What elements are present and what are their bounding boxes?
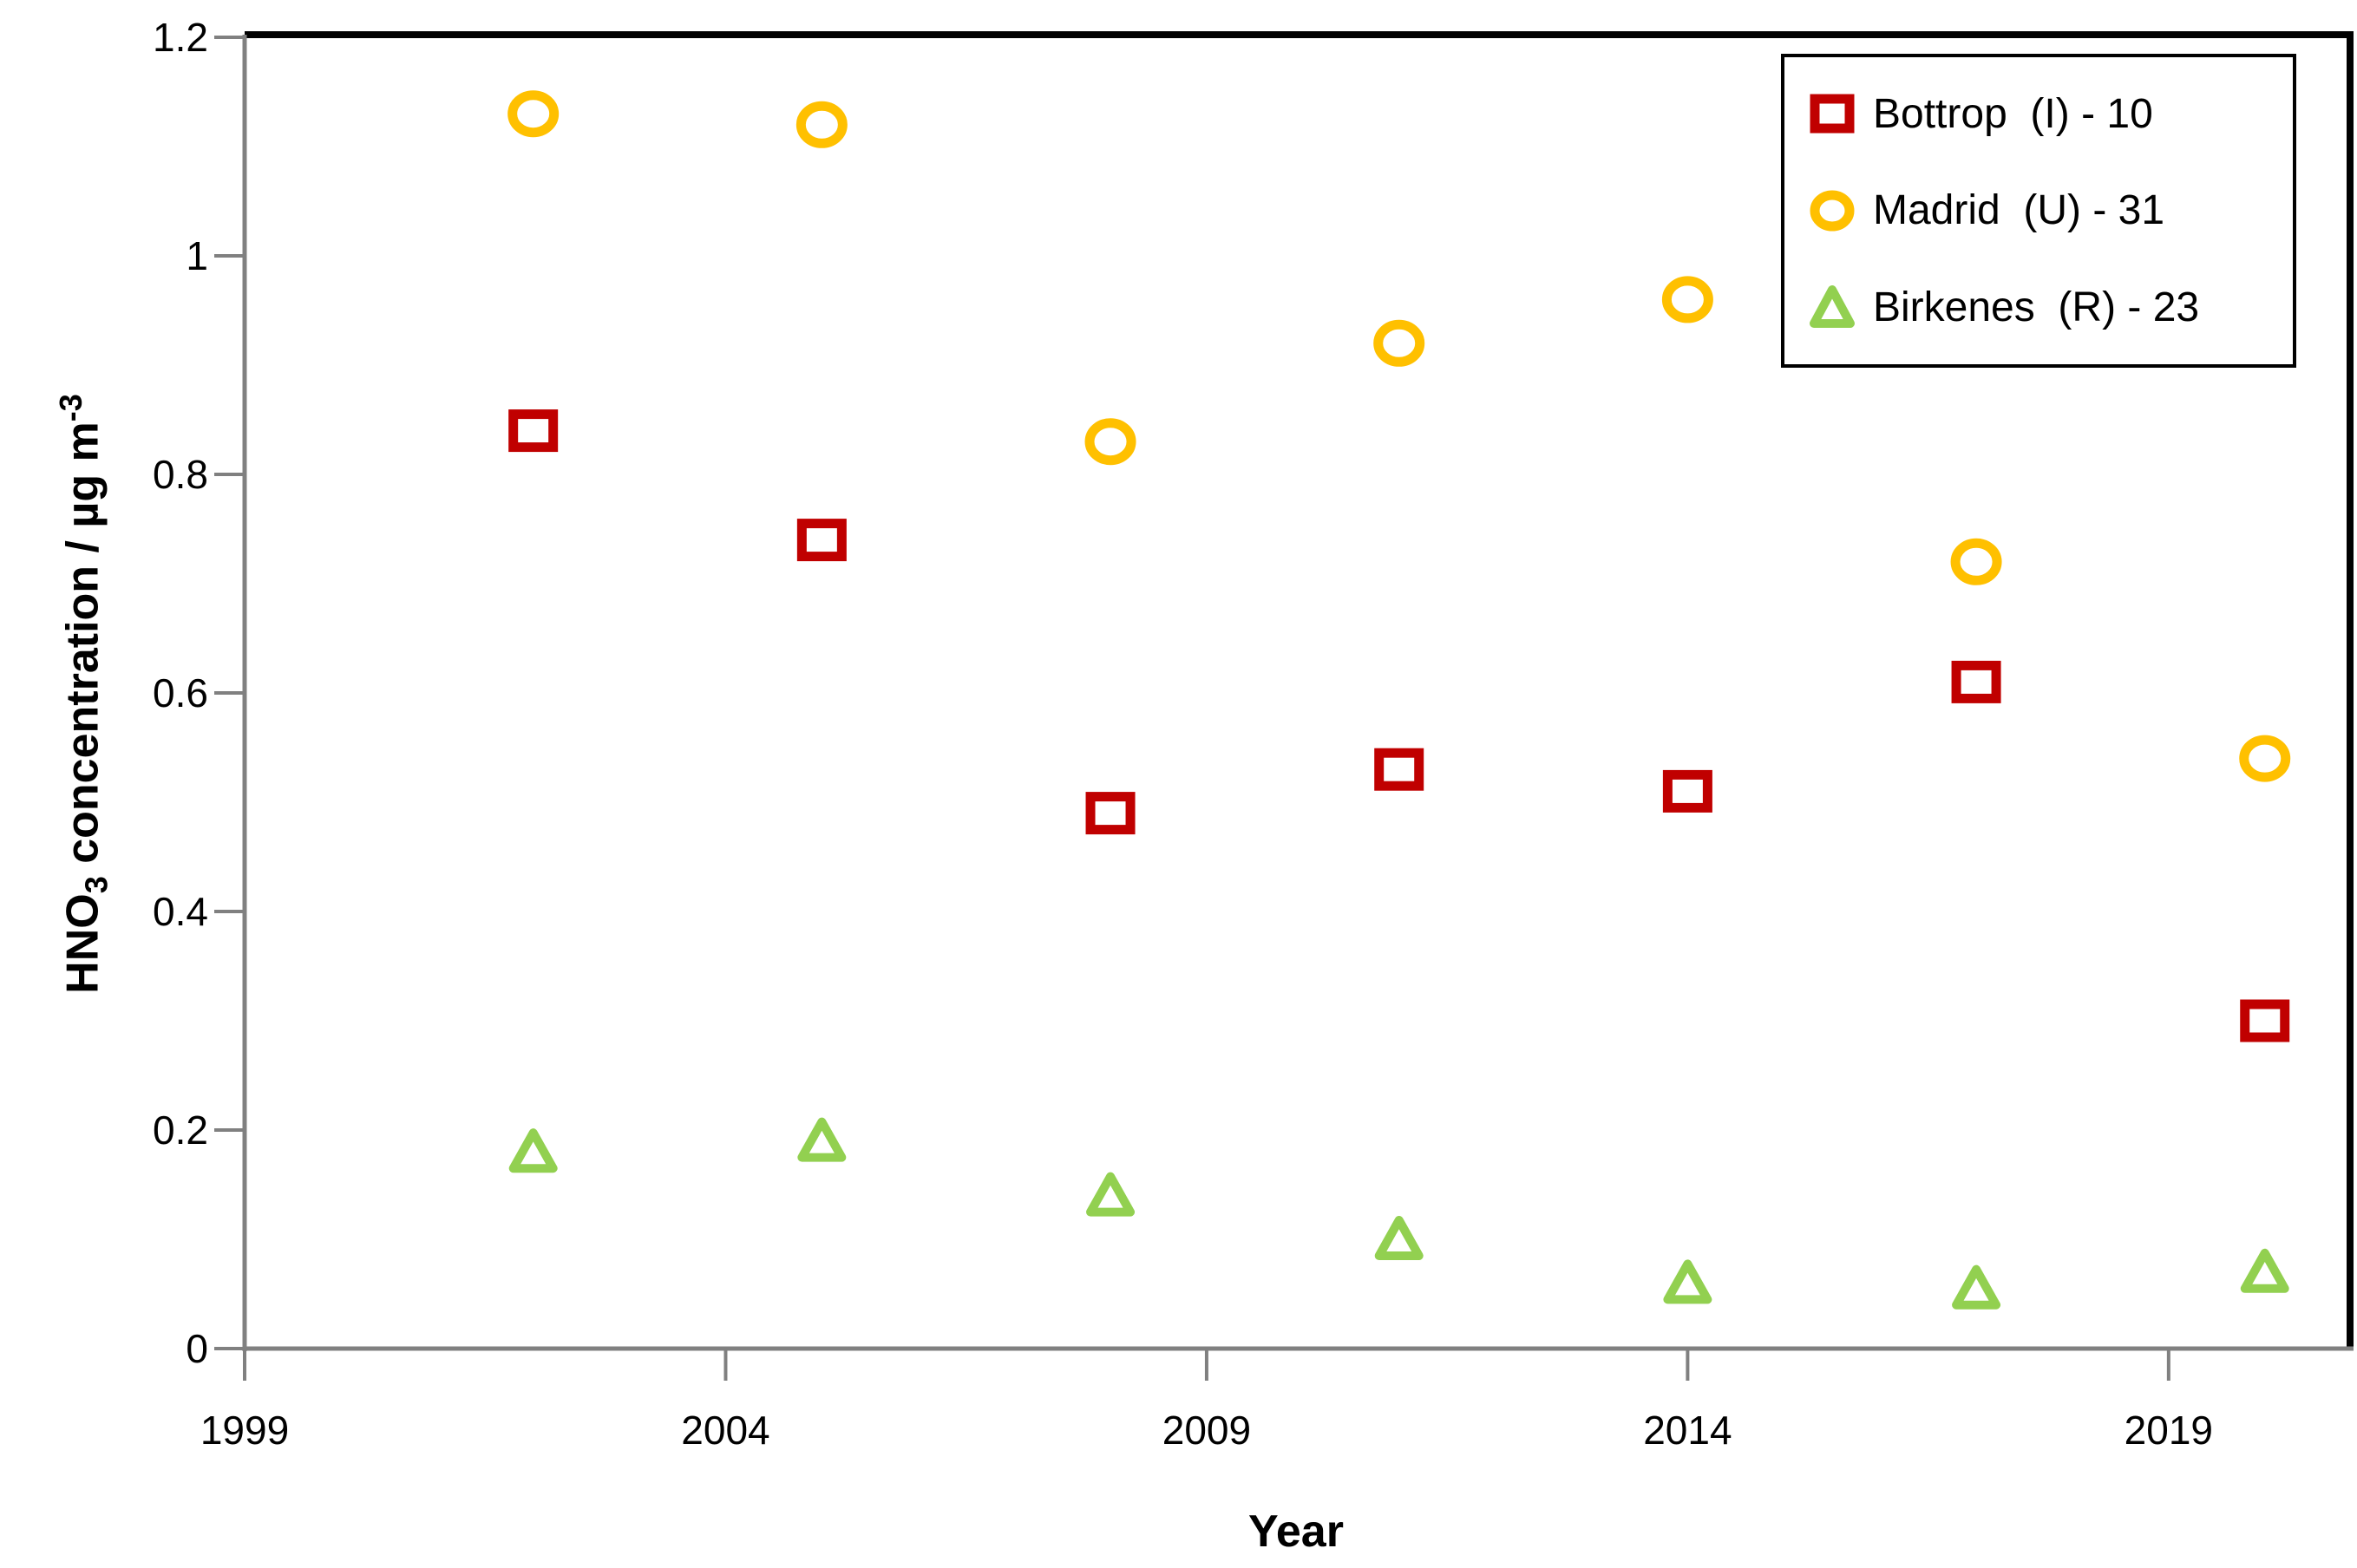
square-marker-icon — [1810, 94, 1855, 134]
data-point-bottrop-2005 — [796, 519, 847, 562]
x-axis-title: Year — [1248, 1506, 1344, 1557]
data-point-bottrop-2008 — [1085, 792, 1136, 835]
legend-label: Birkenes (R) - 23 — [1873, 284, 2200, 330]
data-point-birkenes-2017 — [1952, 1264, 2001, 1310]
y-axis-title: HNO3 concentration / µg m-3 — [53, 394, 115, 994]
data-point-madrid-2005 — [795, 101, 848, 148]
y-tick-label: 0.6 — [153, 670, 208, 715]
y-tick-label: 1 — [186, 233, 208, 278]
legend-entry-madrid: Madrid (U) - 31 — [1805, 184, 2284, 238]
triangle-marker-icon — [1810, 285, 1855, 329]
data-point-madrid-2014 — [1661, 276, 1713, 323]
data-point-madrid-2008 — [1084, 418, 1136, 466]
y-tick-label: 1.2 — [153, 15, 208, 60]
x-tick-label: 2004 — [681, 1408, 769, 1453]
data-point-birkenes-2020 — [2240, 1248, 2289, 1293]
y-tick-label: 0 — [186, 1326, 208, 1371]
circle-marker-icon — [1810, 190, 1855, 232]
data-point-bottrop-2002 — [508, 409, 559, 453]
data-point-madrid-2002 — [507, 90, 560, 138]
data-point-birkenes-2005 — [797, 1117, 847, 1162]
data-point-madrid-2011 — [1373, 319, 1425, 367]
legend-label: Madrid (U) - 31 — [1873, 187, 2165, 234]
x-tick-label: 2009 — [1162, 1408, 1251, 1453]
x-tick-label: 2019 — [2125, 1408, 2213, 1453]
legend-entry-birkenes: Birkenes (R) - 23 — [1805, 280, 2284, 334]
x-tick-label: 2014 — [1643, 1408, 1732, 1453]
legend: Bottrop (I) - 10 Madrid (U) - 31 Birkene… — [1781, 54, 2296, 368]
x-tick-label: 1999 — [200, 1408, 289, 1453]
y-tick-label: 0.8 — [153, 452, 208, 497]
data-point-madrid-2020 — [2239, 735, 2291, 782]
data-point-madrid-2017 — [1950, 538, 2002, 585]
data-point-birkenes-2011 — [1374, 1216, 1424, 1260]
legend-entry-bottrop: Bottrop (I) - 10 — [1805, 88, 2284, 141]
data-point-bottrop-2017 — [1951, 660, 2001, 703]
data-point-birkenes-2002 — [508, 1128, 558, 1173]
y-tick-label: 0.2 — [153, 1107, 208, 1153]
data-point-bottrop-2014 — [1662, 769, 1712, 813]
data-point-birkenes-2008 — [1086, 1172, 1136, 1217]
data-point-bottrop-2020 — [2240, 999, 2290, 1042]
data-point-birkenes-2014 — [1663, 1259, 1712, 1304]
y-tick-label: 0.4 — [153, 889, 208, 934]
legend-label: Bottrop (I) - 10 — [1873, 91, 2153, 138]
data-point-bottrop-2011 — [1374, 748, 1424, 791]
